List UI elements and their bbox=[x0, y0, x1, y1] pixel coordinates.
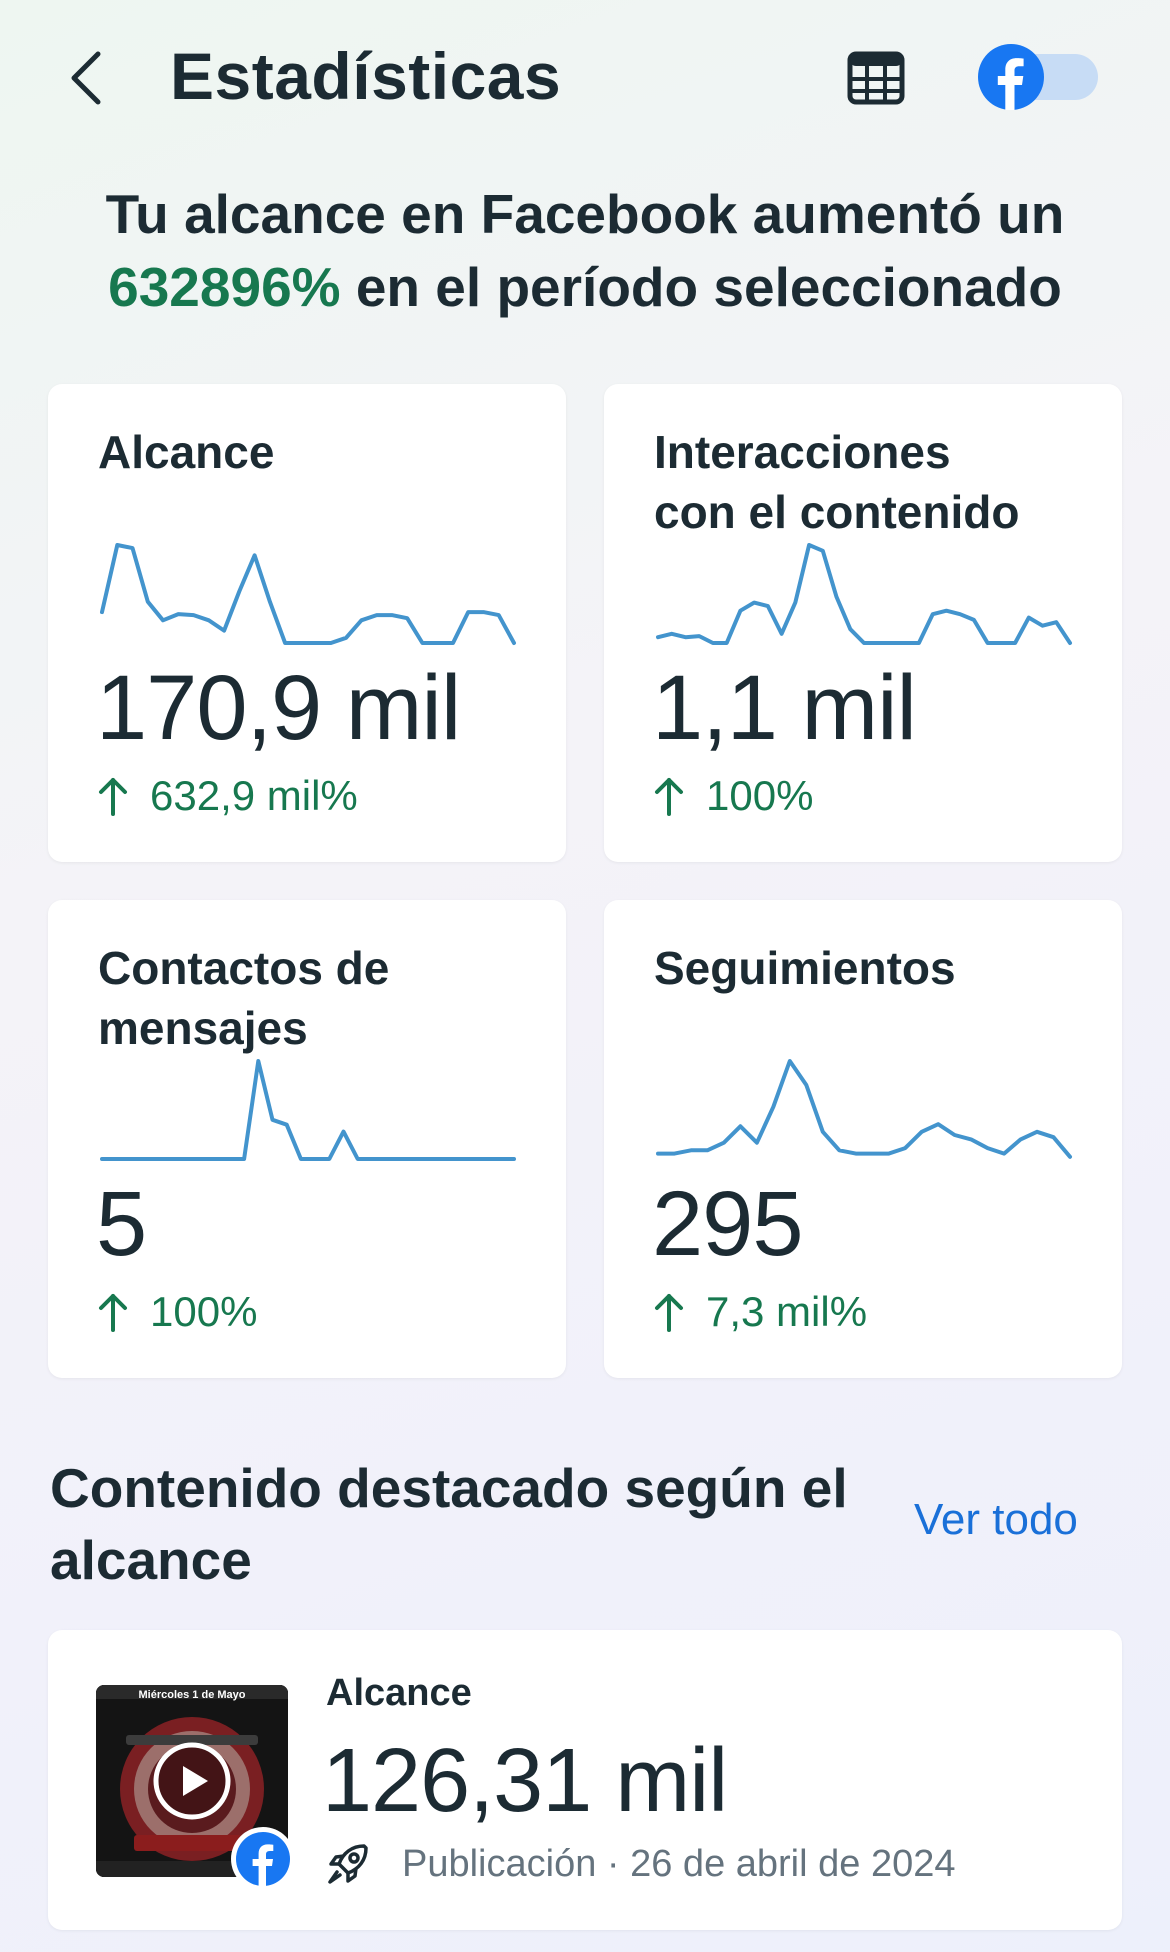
featured-post-card[interactable]: Miércoles 1 de Mayo Alcance 126,31 mil P… bbox=[48, 1630, 1122, 1930]
metric-title-line1: Contactos de bbox=[98, 942, 390, 994]
metric-card-message-contacts[interactable]: Contactos de mensajes 5 100% bbox=[48, 900, 566, 1378]
metric-title-line1: Alcance bbox=[98, 426, 275, 478]
metric-title-line1: Seguimientos bbox=[654, 942, 956, 994]
thumbnail-caption: Miércoles 1 de Mayo bbox=[139, 1689, 246, 1701]
metric-card-follows[interactable]: Seguimientos 295 7,3 mil% bbox=[604, 900, 1122, 1378]
section-title: Contenido destacado según el alcance bbox=[50, 1457, 848, 1591]
summary-highlight: 632896% bbox=[108, 256, 341, 318]
metric-card-reach[interactable]: Alcance 170,9 mil 632,9 mil% bbox=[48, 384, 566, 862]
arrow-up-icon bbox=[655, 778, 683, 816]
metric-title: Contactos de mensajes bbox=[98, 938, 389, 1058]
sparkline-path bbox=[100, 543, 516, 645]
sparkline-path bbox=[100, 1059, 516, 1161]
metric-title: Alcance bbox=[98, 422, 274, 482]
post-thumbnail[interactable]: Miércoles 1 de Mayo bbox=[96, 1685, 288, 1877]
sparkline bbox=[100, 543, 516, 645]
metric-title: Interacciones con el contenido bbox=[654, 422, 1019, 542]
post-metric-value: 126,31 mil bbox=[322, 1731, 728, 1831]
arrow-up-icon bbox=[99, 778, 127, 816]
metric-change: 632,9 mil% bbox=[98, 772, 358, 820]
sparkline-path bbox=[656, 1059, 1072, 1159]
arrow-up-icon bbox=[99, 1294, 127, 1332]
sparkline-path bbox=[656, 543, 1072, 645]
metric-value: 170,9 mil bbox=[96, 657, 461, 759]
arrow-up-icon bbox=[655, 1294, 683, 1332]
metric-change: 100% bbox=[654, 772, 813, 820]
chevron-left-icon bbox=[71, 51, 101, 105]
header: Estadísticas bbox=[0, 0, 1170, 160]
facebook-icon bbox=[231, 1827, 295, 1891]
rocket-icon bbox=[328, 1844, 368, 1884]
thumbnail-image: Miércoles 1 de Mayo bbox=[96, 1685, 288, 1877]
metric-change-value: 632,9 mil% bbox=[150, 772, 358, 819]
post-meta: Publicación · 26 de abril de 2024 bbox=[324, 1840, 956, 1888]
play-icon[interactable] bbox=[152, 1741, 232, 1821]
summary-line-2: 632896% en el período seleccionado bbox=[0, 251, 1170, 324]
sparkline bbox=[656, 1059, 1072, 1159]
metric-change: 7,3 mil% bbox=[654, 1288, 867, 1336]
metric-change: 100% bbox=[98, 1288, 257, 1336]
metric-value: 5 bbox=[96, 1173, 147, 1275]
post-meta-text: Publicación · 26 de abril de 2024 bbox=[402, 1842, 956, 1885]
back-button[interactable] bbox=[62, 48, 112, 108]
metric-title: Seguimientos bbox=[654, 938, 956, 998]
metric-change-value: 7,3 mil% bbox=[706, 1288, 868, 1335]
metric-title-line1: Interacciones bbox=[654, 426, 951, 478]
metric-card-interactions[interactable]: Interacciones con el contenido 1,1 mil 1… bbox=[604, 384, 1122, 862]
metric-change-value: 100% bbox=[150, 1288, 258, 1335]
post-metric-label: Alcance bbox=[326, 1672, 472, 1714]
metric-title-line2: con el contenido bbox=[654, 486, 1020, 538]
summary-suffix: en el período seleccionado bbox=[355, 256, 1062, 318]
page-title: Estadísticas bbox=[170, 39, 562, 113]
metric-change-value: 100% bbox=[706, 772, 814, 819]
platform-toggle[interactable] bbox=[978, 44, 1098, 110]
reach-summary: Tu alcance en Facebook aumentó un 632896… bbox=[0, 178, 1170, 324]
summary-line-1: Tu alcance en Facebook aumentó un bbox=[105, 183, 1065, 245]
see-all-link[interactable]: Ver todo bbox=[914, 1495, 1078, 1544]
metric-title-line2: mensajes bbox=[98, 1002, 308, 1054]
sparkline bbox=[656, 543, 1072, 645]
facebook-icon bbox=[978, 44, 1044, 110]
calendar-button[interactable] bbox=[846, 48, 906, 108]
sparkline bbox=[100, 1059, 516, 1161]
metric-value: 295 bbox=[652, 1173, 803, 1275]
metric-value: 1,1 mil bbox=[652, 657, 917, 759]
calendar-icon bbox=[847, 51, 905, 105]
